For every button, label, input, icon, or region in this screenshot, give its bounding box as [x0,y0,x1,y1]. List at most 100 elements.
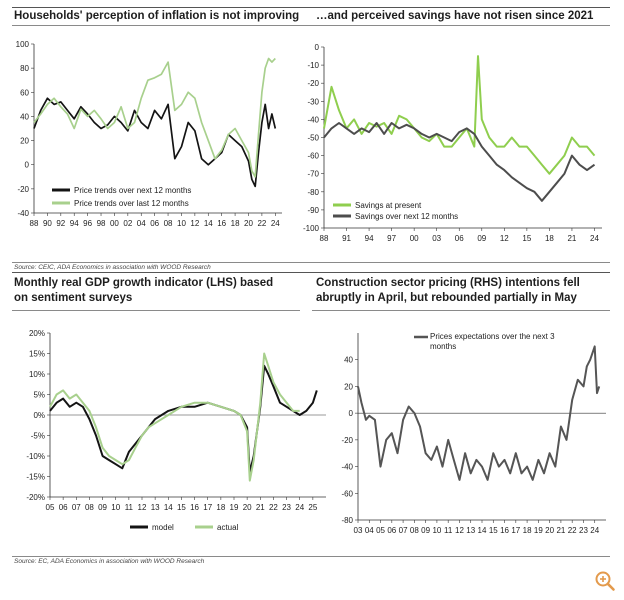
savings-y-tick-label: -50 [307,134,319,143]
bottom-title-rule-left [12,310,300,311]
inflation-y-tick-label: -20 [17,185,29,194]
construction-x-tick-label: 07 [399,526,408,535]
gdp-y-tick-label: 20% [29,329,45,338]
construction-x-tick-label: 05 [376,526,385,535]
gdp-x-tick-label: 18 [216,503,225,512]
bottom-title-rule-right [312,310,610,311]
construction-y-tick-label: -60 [341,489,353,498]
gdp-x-tick-label: 14 [164,503,173,512]
construction-x-tick-label: 18 [523,526,532,535]
construction-y-tick-label: -20 [341,436,353,445]
savings-legend-label: Savings at present [355,201,422,210]
construction-legend-label: Prices expectations over the next 3 [430,332,555,341]
gdp-x-tick-label: 11 [125,503,134,512]
construction-chart-title-line2: abruptly in April, but rebounded partial… [316,292,577,304]
gdp-y-tick-label: -15% [26,473,45,482]
construction-x-tick-label: 09 [421,526,430,535]
inflation-x-tick-label: 18 [231,219,240,228]
inflation-x-tick-label: 14 [204,219,213,228]
inflation-y-tick-label: 100 [16,40,30,49]
savings-y-tick-label: 0 [315,43,320,52]
bottom-source-rule [12,556,610,557]
construction-x-tick-label: 06 [387,526,396,535]
top-rule [12,7,610,8]
savings-x-tick-label: 94 [365,234,374,243]
savings-y-tick-label: -10 [307,61,319,70]
inflation-series-line-2 [33,57,276,178]
construction-x-tick-label: 14 [478,526,487,535]
savings-y-tick-label: -100 [303,224,320,233]
inflation-y-tick-label: 40 [20,112,29,121]
savings-x-tick-label: 88 [320,234,329,243]
gdp-x-tick-label: 12 [138,503,147,512]
gdp-x-tick-label: 10 [111,503,120,512]
gdp-chart-title-line2: on sentiment surveys [14,292,133,304]
savings-chart-title: …and perceived savings have not risen si… [316,10,594,22]
bottom-source-note: Source: EC, ADA Economics in association… [14,558,205,565]
savings-x-tick-label: 15 [522,234,531,243]
inflation-x-tick-label: 92 [56,219,65,228]
construction-x-tick-label: 20 [545,526,554,535]
construction-chart-title-line1: Construction sector pricing (RHS) intent… [316,277,580,289]
inflation-y-tick-label: 20 [20,137,29,146]
savings-series-line-1 [323,55,596,175]
construction-y-tick-label: 0 [349,409,354,418]
construction-x-tick-label: 08 [410,526,419,535]
construction-x-tick-label: 21 [556,526,565,535]
middle-rule [12,272,610,273]
gdp-x-tick-label: 25 [308,503,317,512]
zoom-in-icon[interactable] [594,570,616,592]
savings-x-tick-label: 09 [477,234,486,243]
gdp-chart-title-line1: Monthly real GDP growth indicator (LHS) … [14,277,274,289]
gdp-x-tick-label: 23 [282,503,291,512]
gdp-x-tick-label: 20 [243,503,252,512]
gdp-y-tick-label: -5% [31,432,45,441]
construction-x-tick-label: 17 [511,526,520,535]
construction-x-tick-label: 16 [500,526,509,535]
construction-y-tick-label: -80 [341,516,353,525]
gdp-x-tick-label: 07 [72,503,81,512]
construction-series-line-1 [357,345,601,481]
gdp-x-tick-label: 16 [190,503,199,512]
gdp-x-tick-label: 05 [46,503,55,512]
construction-x-tick-label: 22 [568,526,577,535]
construction-x-tick-label: 11 [444,526,453,535]
gdp-legend-label: model [152,523,174,532]
inflation-legend-label: Price trends over last 12 months [74,199,189,208]
inflation-x-tick-label: 06 [150,219,159,228]
savings-x-tick-label: 97 [387,234,396,243]
inflation-x-tick-label: 20 [244,219,253,228]
inflation-x-tick-label: 08 [164,219,173,228]
construction-y-tick-label: 40 [344,356,353,365]
construction-x-tick-label: 13 [466,526,475,535]
gdp-x-tick-label: 19 [230,503,239,512]
savings-x-tick-label: 21 [567,234,576,243]
inflation-x-tick-label: 04 [137,219,146,228]
inflation-y-tick-label: -40 [17,209,29,218]
savings-series-line-2 [323,122,596,202]
gdp-series-line-1 [49,364,318,474]
construction-x-tick-label: 15 [489,526,498,535]
savings-x-tick-label: 18 [545,234,554,243]
gdp-x-tick-label: 15 [177,503,186,512]
construction-y-tick-label: 20 [344,382,353,391]
gdp-x-tick-label: 09 [98,503,107,512]
inflation-y-tick-label: 0 [25,161,30,170]
inflation-x-tick-label: 98 [97,219,106,228]
savings-y-tick-label: -70 [307,170,319,179]
construction-x-tick-label: 10 [432,526,441,535]
construction-legend-label-cont: months [430,342,456,351]
gdp-x-tick-label: 06 [59,503,68,512]
gdp-y-tick-label: 15% [29,350,45,359]
savings-legend-label: Savings over next 12 months [355,212,458,221]
inflation-x-tick-label: 90 [43,219,52,228]
inflation-x-tick-label: 96 [83,219,92,228]
construction-x-tick-label: 23 [579,526,588,535]
gdp-x-tick-label: 24 [295,503,304,512]
inflation-x-tick-label: 10 [177,219,186,228]
inflation-x-tick-label: 12 [190,219,199,228]
construction-x-tick-label: 24 [590,526,599,535]
top-title-rule [12,25,610,26]
